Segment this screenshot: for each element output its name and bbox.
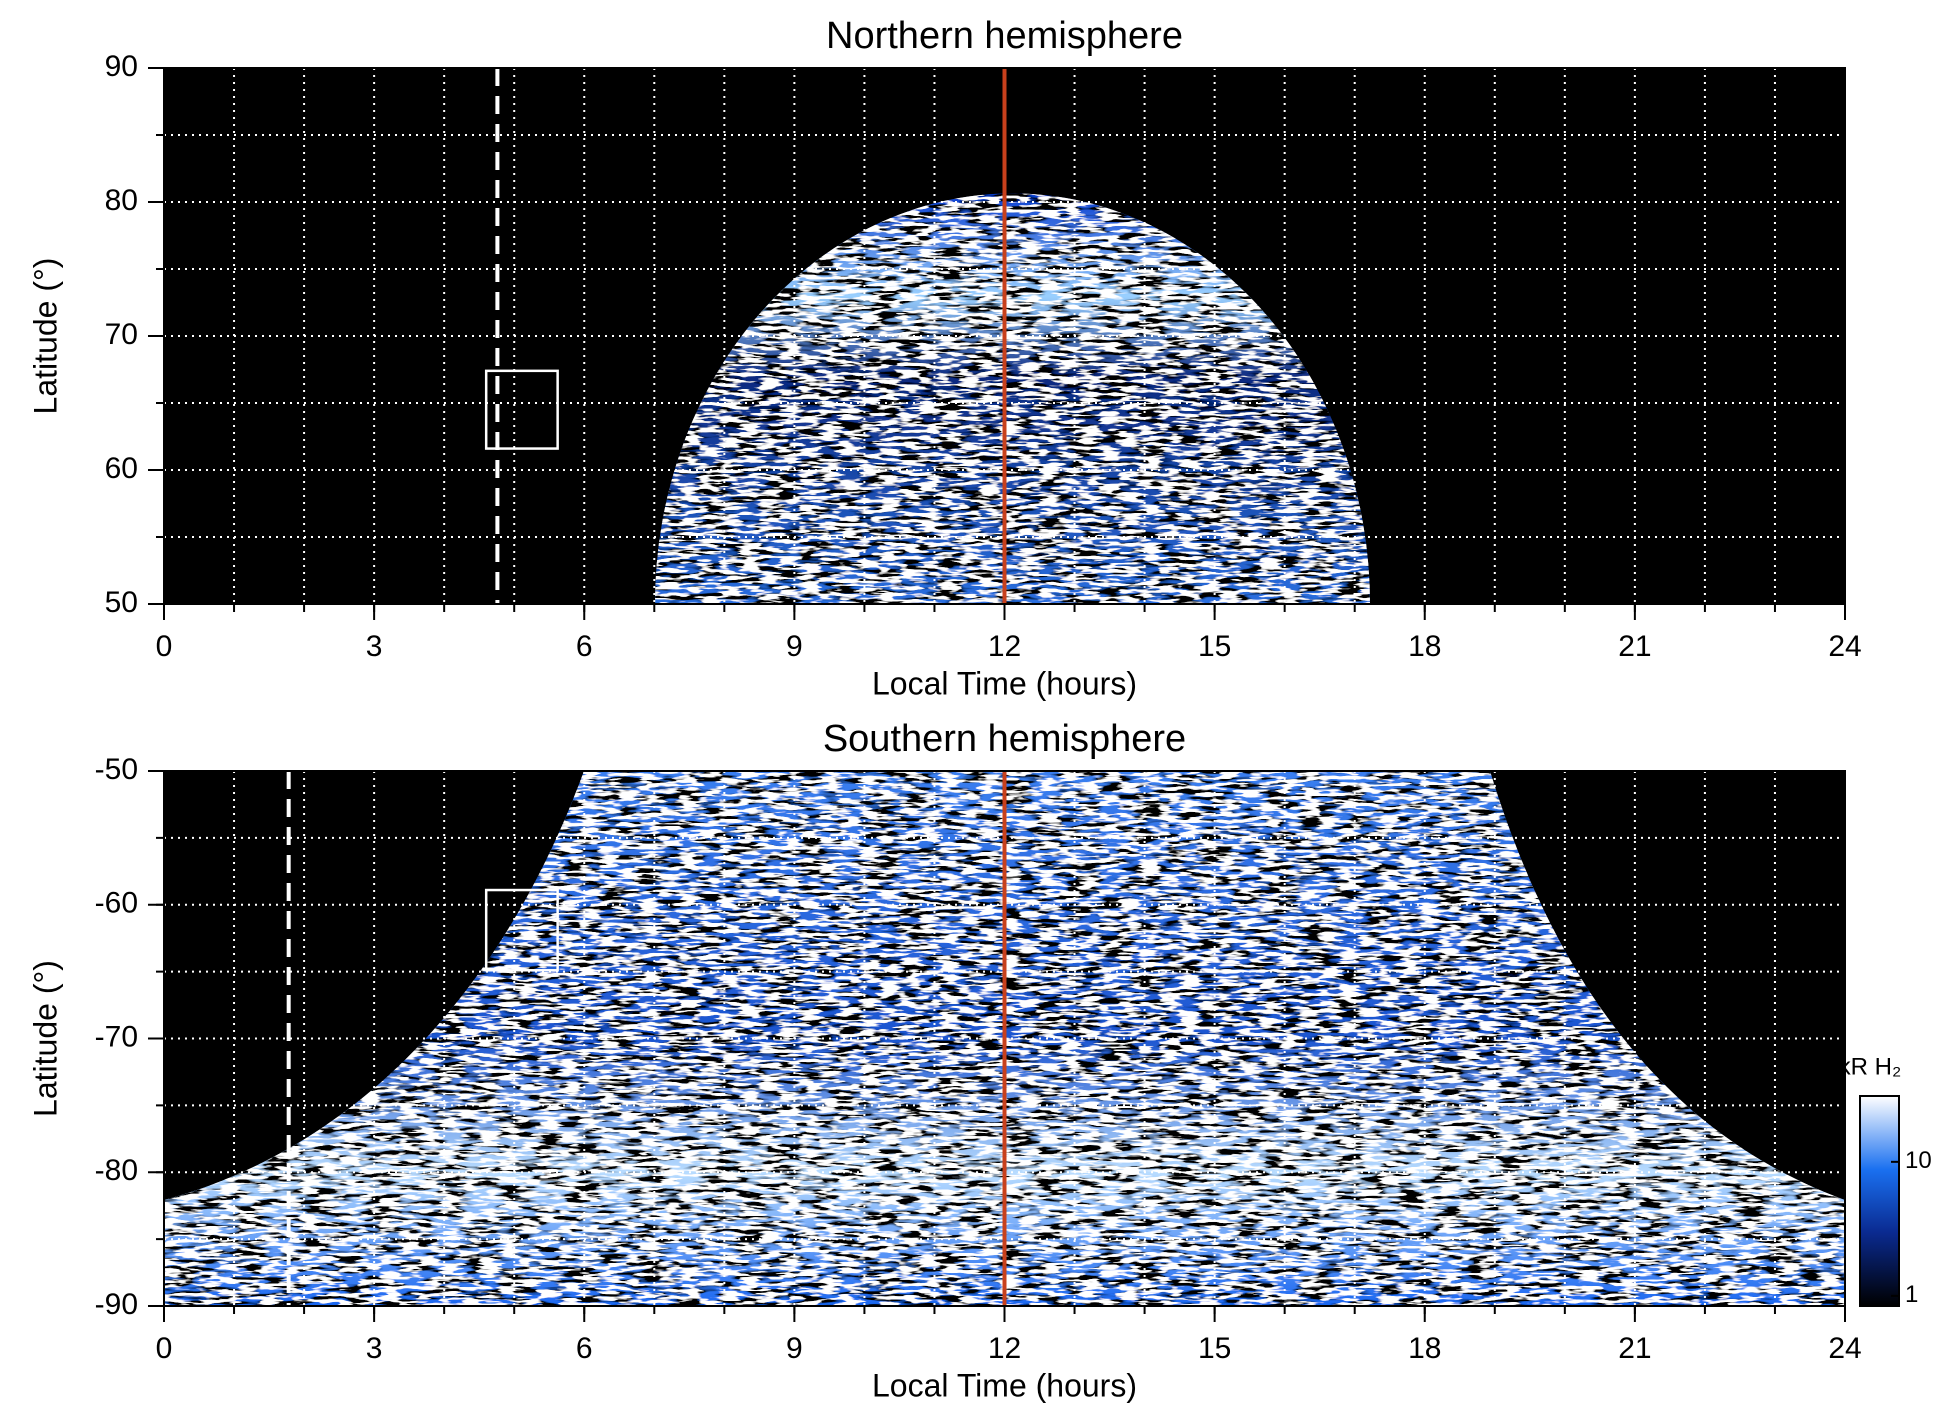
colorbar [1859, 1095, 1900, 1307]
axes-frame [163, 770, 1846, 1307]
x-tick-label: 9 [786, 1332, 803, 1365]
x-tick-label: 0 [156, 1332, 173, 1365]
north-emission [655, 193, 1370, 605]
colorbar-tick-label: 1 [1905, 1281, 1918, 1308]
overlays: Northern hemisphere Local Time (hours) Lat… [27, 15, 1931, 1403]
x-tick-label: 12 [988, 1332, 1021, 1365]
colorbar-tick-label: 10 [1905, 1147, 1932, 1174]
y-tick-label: -70 [95, 1020, 138, 1053]
x-tick-label: 18 [1408, 1332, 1441, 1365]
y-axis-label: Latitude (°) [27, 258, 63, 415]
y-tick-label: -60 [95, 887, 138, 920]
y-tick-label: -90 [95, 1288, 138, 1321]
y-tick-label: 50 [105, 586, 138, 619]
axes-frame [163, 67, 1846, 605]
y-tick-label: 60 [105, 452, 138, 485]
x-axis-label: Local Time (hours) [872, 1367, 1137, 1403]
region-box [484, 888, 559, 972]
x-tick-label: 15 [1198, 630, 1231, 663]
x-tick-label: 21 [1618, 1332, 1651, 1365]
region-box [484, 369, 559, 450]
x-tick-label: 24 [1828, 1332, 1861, 1365]
x-tick-label: 15 [1198, 1332, 1231, 1365]
x-tick-label: 0 [156, 630, 173, 663]
x-tick-label: 6 [576, 630, 593, 663]
x-tick-label: 21 [1618, 630, 1651, 663]
x-axis-label: Local Time (hours) [872, 665, 1137, 701]
y-tick-label: 80 [105, 184, 138, 217]
panel-title: Northern hemisphere [826, 15, 1183, 57]
x-tick-label: 18 [1408, 630, 1441, 663]
x-tick-label: 3 [366, 1332, 383, 1365]
colorbar-label: kR H₂ [1839, 1053, 1902, 1080]
y-axis-label: Latitude (°) [27, 960, 63, 1117]
x-tick-label: 3 [366, 630, 383, 663]
x-tick-label: 6 [576, 1332, 593, 1365]
y-tick-label: -50 [95, 753, 138, 786]
x-tick-label: 12 [988, 630, 1021, 663]
x-tick-label: 9 [786, 630, 803, 663]
y-tick-label: 70 [105, 318, 138, 351]
y-tick-label: -80 [95, 1154, 138, 1187]
panel-title: Southern hemisphere [823, 718, 1186, 760]
y-tick-label: 90 [105, 50, 138, 83]
x-tick-label: 24 [1828, 630, 1861, 663]
